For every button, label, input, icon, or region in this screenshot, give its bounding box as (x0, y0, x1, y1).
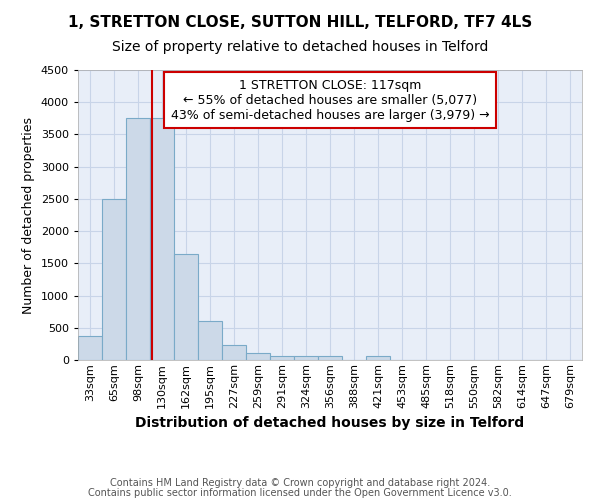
Text: 1, STRETTON CLOSE, SUTTON HILL, TELFORD, TF7 4LS: 1, STRETTON CLOSE, SUTTON HILL, TELFORD,… (68, 15, 532, 30)
Bar (102, 199, 126, 360)
X-axis label: Distribution of detached houses by size in Telford: Distribution of detached houses by size … (136, 416, 524, 430)
Bar (198, 322, 222, 360)
Bar (126, 118, 150, 360)
Text: Contains HM Land Registry data © Crown copyright and database right 2024.: Contains HM Land Registry data © Crown c… (110, 478, 490, 488)
Bar (318, 356, 342, 360)
Bar (150, 118, 174, 360)
Y-axis label: Number of detached properties: Number of detached properties (22, 116, 35, 314)
Bar (294, 356, 318, 360)
Bar (366, 356, 390, 360)
Text: Size of property relative to detached houses in Telford: Size of property relative to detached ho… (112, 40, 488, 54)
Text: Contains public sector information licensed under the Open Government Licence v3: Contains public sector information licen… (88, 488, 512, 498)
Text: 1 STRETTON CLOSE: 117sqm
← 55% of detached houses are smaller (5,077)
43% of sem: 1 STRETTON CLOSE: 117sqm ← 55% of detach… (170, 78, 490, 122)
Bar (78, 336, 102, 360)
Bar (222, 344, 246, 360)
Bar (246, 353, 270, 360)
Bar (270, 356, 294, 360)
Bar (174, 254, 198, 360)
